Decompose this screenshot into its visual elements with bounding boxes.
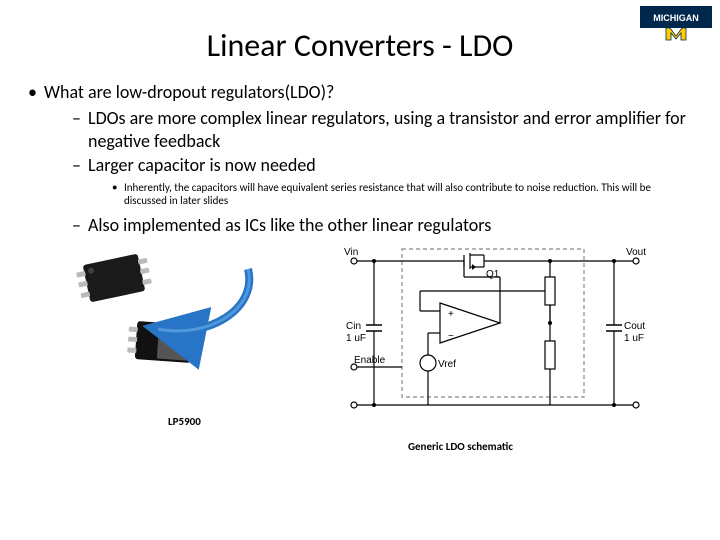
svg-text:+: + [448, 309, 454, 320]
label-vin: Vin [344, 247, 358, 258]
bullet-l2c: Also implemented as ICs like the other l… [28, 214, 692, 237]
label-q1: Q1 [486, 269, 500, 280]
bullet-l2a: LDOs are more complex linear regulators,… [28, 107, 692, 152]
error-amplifier: + − [440, 303, 500, 343]
vref-source [420, 355, 436, 371]
svg-text:−: − [448, 331, 454, 342]
resistor-r1 [545, 277, 555, 305]
figures-area: LP5900 [28, 245, 692, 475]
ldo-schematic: + − Vref [324, 237, 664, 427]
label-cout: Cout [624, 321, 645, 332]
resistor-r2 [545, 341, 555, 369]
transistor-q1 [464, 253, 484, 270]
curved-arrow [128, 259, 258, 349]
chip-caption: LP5900 [168, 415, 201, 428]
slide-title: Linear Converters - LDO [0, 0, 720, 81]
bullet-l3: Inherently, the capacitors will have equ… [28, 181, 692, 209]
michigan-logo: MICHIGAN [640, 6, 712, 42]
schematic-caption: Generic LDO schematic [408, 440, 513, 453]
logo-text: MICHIGAN [653, 13, 699, 23]
label-cin: Cin [346, 321, 361, 332]
bullet-l2b: Larger capacitor is now needed [28, 154, 692, 177]
content-area: What are low-dropout regulators(LDO)? LD… [0, 81, 720, 475]
chip-image [72, 253, 242, 403]
bullet-l1: What are low-dropout regulators(LDO)? [28, 81, 692, 103]
label-vout: Vout [626, 247, 646, 258]
label-cin-val: 1 uF [346, 333, 366, 344]
label-cout-val: 1 uF [624, 333, 644, 344]
label-enable: Enable [354, 355, 386, 366]
label-vref: Vref [438, 359, 456, 370]
